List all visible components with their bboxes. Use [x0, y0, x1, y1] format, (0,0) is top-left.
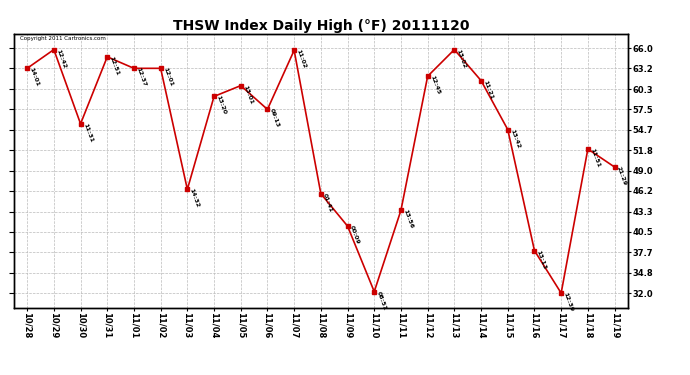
Text: 09:13: 09:13: [269, 108, 280, 129]
Text: 12:39: 12:39: [562, 292, 574, 312]
Text: 12:45: 12:45: [429, 75, 441, 96]
Text: 14:01: 14:01: [28, 67, 40, 87]
Text: 11:02: 11:02: [295, 49, 307, 69]
Text: 00:09: 00:09: [349, 225, 360, 245]
Text: 14:32: 14:32: [189, 188, 200, 209]
Text: 13:20: 13:20: [215, 95, 227, 116]
Text: 21:29: 21:29: [616, 166, 627, 186]
Text: 12:37: 12:37: [135, 67, 147, 87]
Text: 12:42: 12:42: [55, 48, 67, 69]
Text: 11:21: 11:21: [482, 79, 494, 100]
Text: Copyright 2011 Cartronics.com: Copyright 2011 Cartronics.com: [20, 36, 106, 42]
Text: 08:51: 08:51: [375, 290, 387, 311]
Text: 13:56: 13:56: [402, 209, 414, 230]
Text: 12:01: 12:01: [162, 67, 174, 87]
Title: THSW Index Daily High (°F) 20111120: THSW Index Daily High (°F) 20111120: [172, 19, 469, 33]
Text: 12:51: 12:51: [108, 56, 120, 76]
Text: 13:01: 13:01: [242, 84, 254, 105]
Text: 11:31: 11:31: [82, 122, 94, 143]
Text: 13:02: 13:02: [455, 48, 467, 69]
Text: 13:42: 13:42: [509, 128, 521, 149]
Text: 13:13: 13:13: [536, 249, 547, 270]
Text: 11:51: 11:51: [589, 148, 601, 168]
Text: 01:41: 01:41: [322, 192, 334, 213]
